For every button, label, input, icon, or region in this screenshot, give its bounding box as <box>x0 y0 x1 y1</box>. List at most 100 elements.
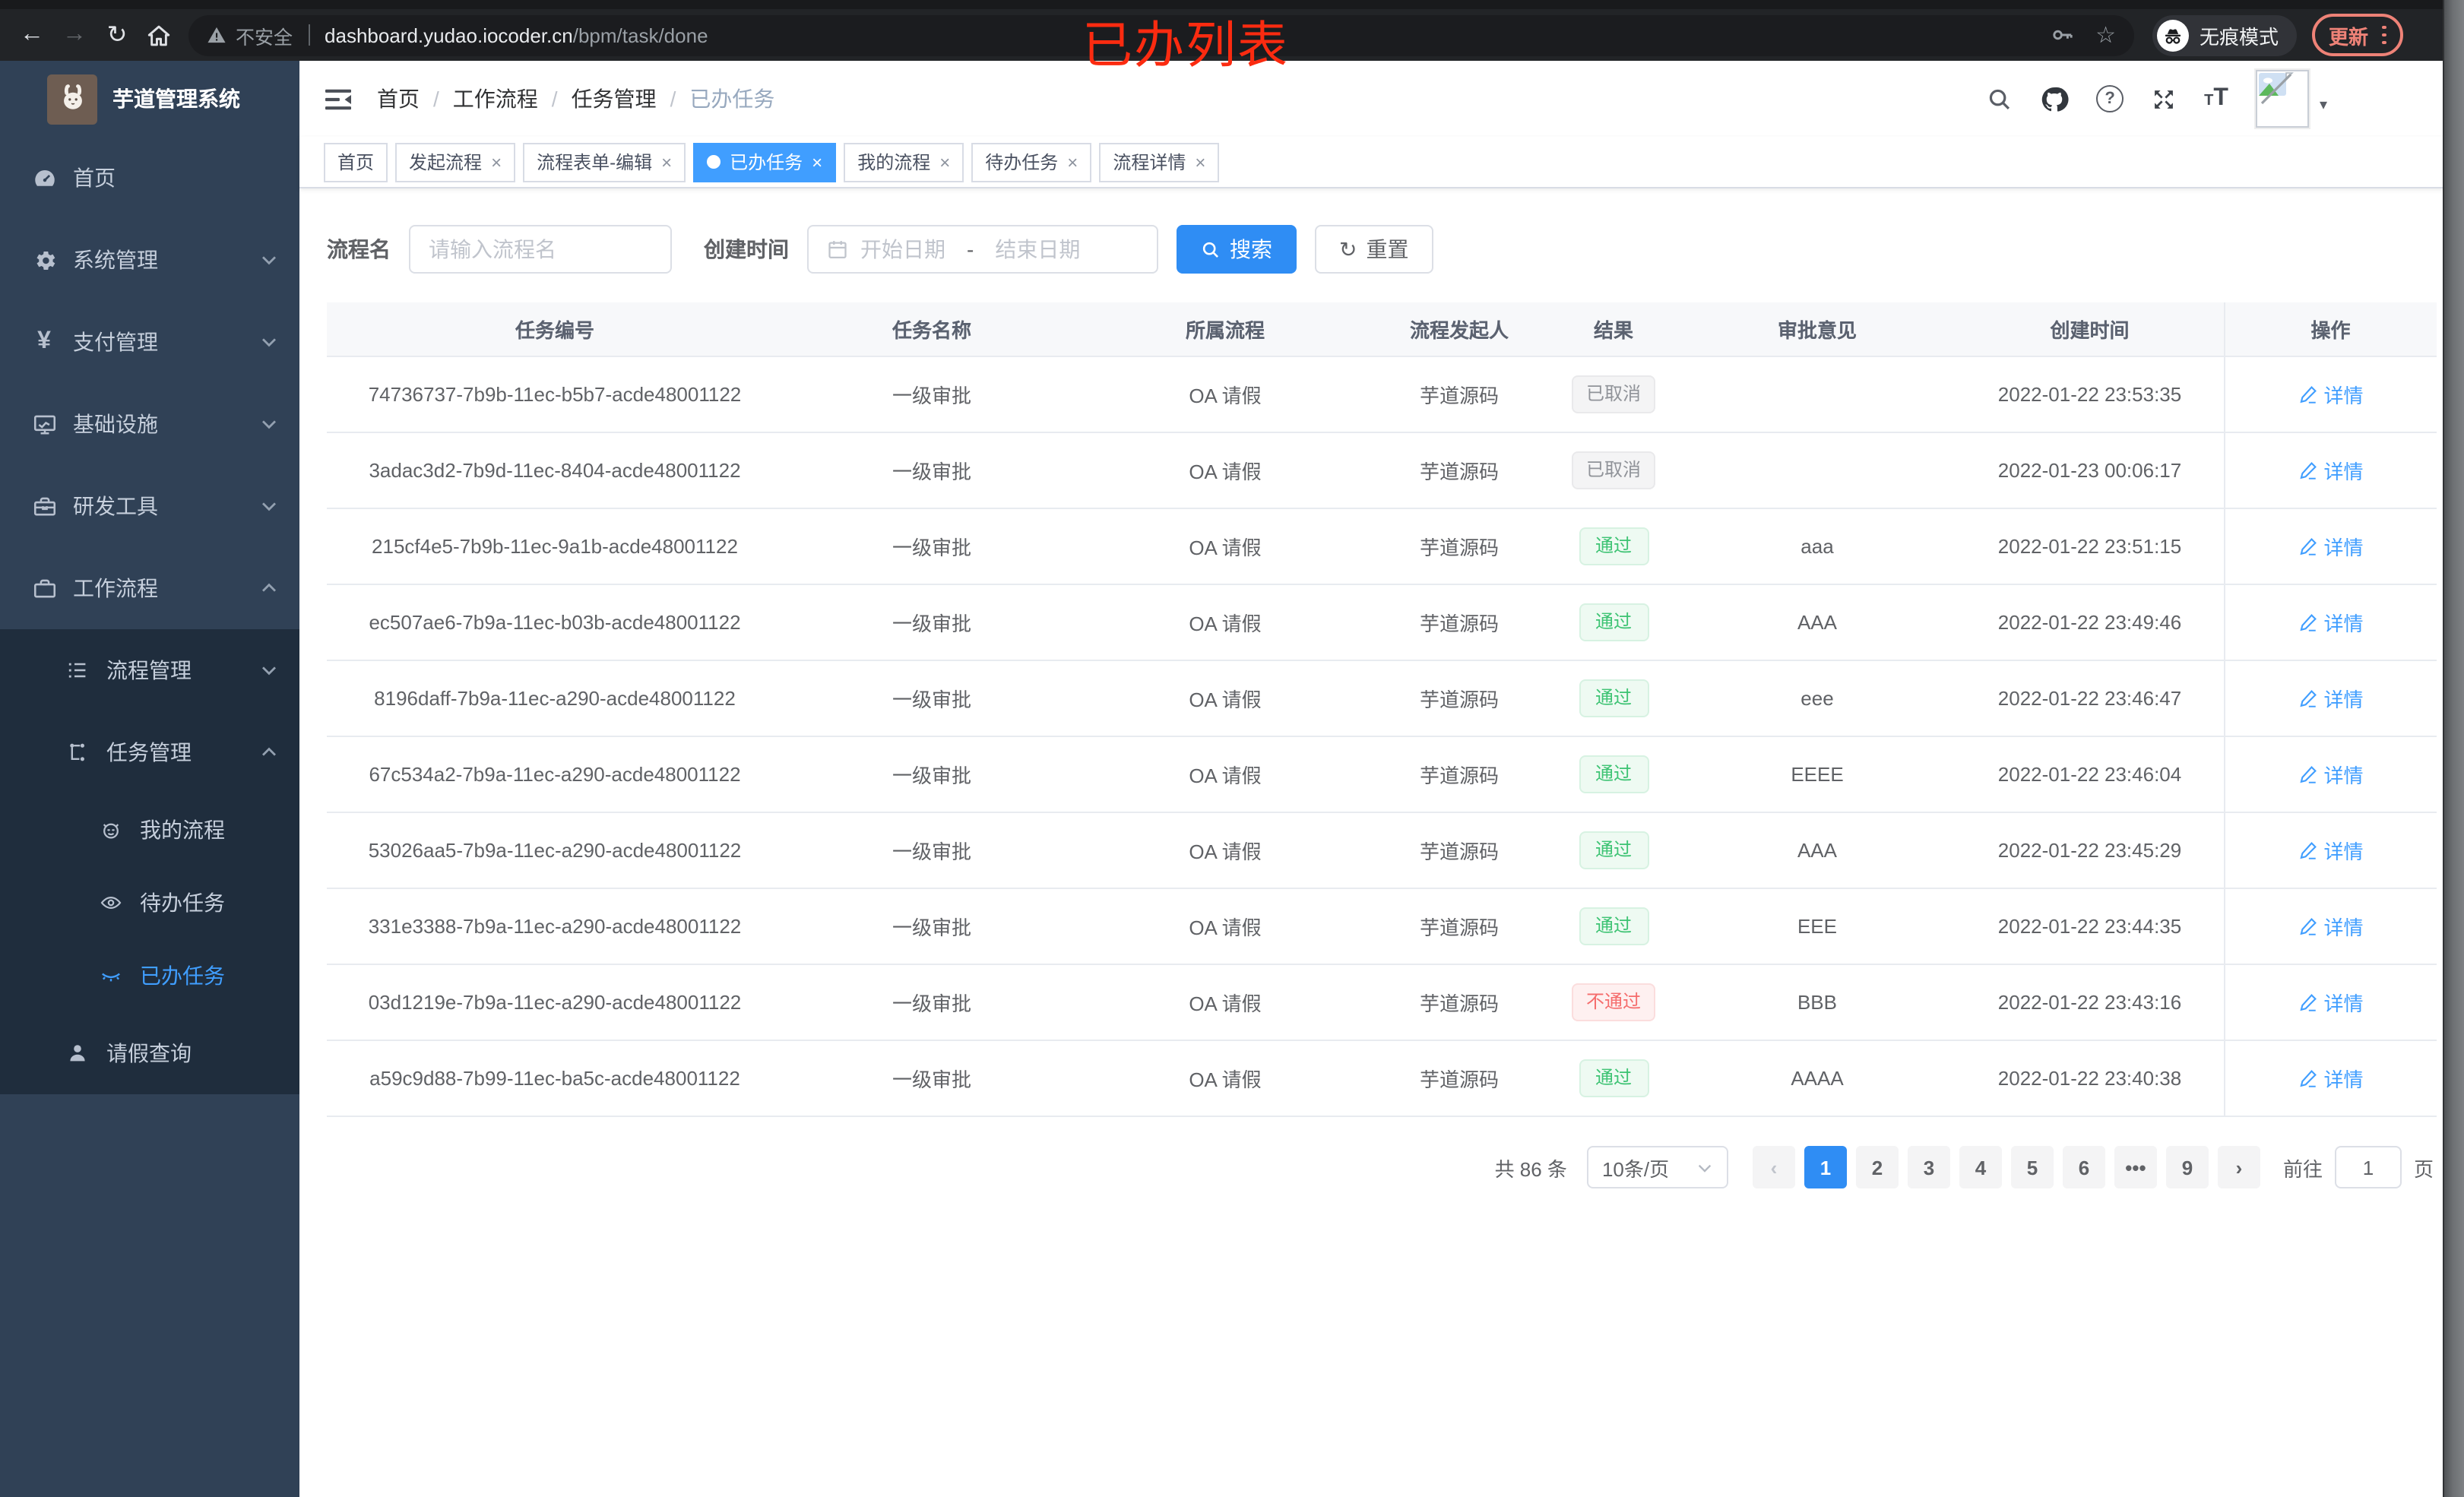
cell-created: 2022-01-22 23:44:35 <box>1956 888 2224 965</box>
cell-task-name: 一级审批 <box>783 888 1081 965</box>
detail-link[interactable]: 详情 <box>2298 532 2364 561</box>
page-button-4[interactable]: 4 <box>1959 1146 2002 1188</box>
cell-result: 通过 <box>1549 812 1678 889</box>
gear-icon <box>30 246 58 274</box>
page-button-2[interactable]: 2 <box>1855 1146 1899 1188</box>
sidebar-item-workflow[interactable]: 工作流程 <box>0 547 299 629</box>
breadcrumb-item[interactable]: 首页 <box>377 87 420 111</box>
reset-button[interactable]: ↻ 重置 <box>1315 225 1433 274</box>
tab-待办任务[interactable]: 待办任务 × <box>971 142 1092 182</box>
reset-button-label: 重置 <box>1366 237 1409 261</box>
tab-close-icon[interactable]: × <box>812 151 823 172</box>
sidebar-item-task-mgmt[interactable]: 任务管理 <box>0 711 299 793</box>
sidebar-item-payment[interactable]: ¥ 支付管理 <box>0 301 299 383</box>
logo[interactable]: 芋道管理系统 <box>0 61 299 137</box>
tab-我的流程[interactable]: 我的流程 × <box>844 142 964 182</box>
sidebar-item-process-mgmt[interactable]: 流程管理 <box>0 629 299 711</box>
prev-page-button[interactable]: ‹ <box>1752 1146 1795 1188</box>
app-title: 芋道管理系统 <box>112 87 240 111</box>
browser-menu-icon[interactable] <box>2382 25 2386 45</box>
tab-发起流程[interactable]: 发起流程 × <box>395 142 516 182</box>
fold-menu-icon[interactable] <box>324 86 353 112</box>
detail-link[interactable]: 详情 <box>2298 988 2364 1017</box>
browser-update-button[interactable]: 更新 <box>2312 14 2403 56</box>
tab-label: 已办任务 <box>730 152 803 173</box>
cell-result: 通过 <box>1549 1040 1678 1117</box>
avatar-menu[interactable]: ▾ <box>2255 70 2327 128</box>
cell-task-name: 一级审批 <box>783 812 1081 889</box>
page-button-9[interactable]: 9 <box>2165 1146 2209 1188</box>
key-icon[interactable] <box>2050 23 2074 47</box>
tab-流程表单-编辑[interactable]: 流程表单-编辑 × <box>523 142 686 182</box>
forward-icon[interactable]: → <box>62 21 87 47</box>
breadcrumb-item[interactable]: 工作流程 <box>452 87 538 111</box>
page-ellipsis-button[interactable]: ••• <box>2114 1146 2157 1188</box>
page-size-select[interactable]: 10条/页 <box>1586 1146 1728 1188</box>
back-icon[interactable]: ← <box>20 21 44 47</box>
cell-action: 详情 <box>2223 964 2437 1041</box>
result-badge: 已取消 <box>1572 451 1655 489</box>
sidebar-item-label: 请假查询 <box>106 1041 192 1065</box>
search-button[interactable]: 搜索 <box>1177 225 1297 274</box>
tab-close-icon[interactable]: × <box>491 151 502 172</box>
sidebar-item-home[interactable]: 首页 <box>0 137 299 219</box>
tab-label: 首页 <box>337 152 375 173</box>
window-scrollbar[interactable] <box>2443 0 2464 1497</box>
breadcrumb-item[interactable]: 任务管理 <box>571 87 657 111</box>
detail-link[interactable]: 详情 <box>2298 912 2364 941</box>
detail-link[interactable]: 详情 <box>2298 456 2364 485</box>
bookmark-star-icon[interactable]: ☆ <box>2095 23 2116 49</box>
sidebar-item-devtools[interactable]: 研发工具 <box>0 465 299 547</box>
detail-link-label: 详情 <box>2323 688 2364 711</box>
page-button-1[interactable]: 1 <box>1804 1146 1847 1188</box>
tab-close-icon[interactable]: × <box>939 151 951 172</box>
tab-已办任务[interactable]: 已办任务 × <box>693 142 837 182</box>
table-row: 3adac3d2-7b9d-11ec-8404-acde48001122 一级审批… <box>327 432 2437 509</box>
detail-link[interactable]: 详情 <box>2298 380 2364 409</box>
goto-page-input[interactable]: 1 <box>2334 1146 2402 1188</box>
sidebar-item-todo-tasks[interactable]: 待办任务 <box>0 866 299 939</box>
github-icon[interactable] <box>2040 84 2069 113</box>
result-badge: 通过 <box>1579 527 1648 565</box>
detail-link[interactable]: 详情 <box>2298 608 2364 637</box>
tab-close-icon[interactable]: × <box>1067 151 1078 172</box>
tab-close-icon[interactable]: × <box>661 151 673 172</box>
detail-link[interactable]: 详情 <box>2298 684 2364 713</box>
detail-link-label: 详情 <box>2323 1068 2364 1091</box>
help-icon[interactable]: ? <box>2096 85 2124 112</box>
col-header-process: 所属流程 <box>1081 302 1370 357</box>
cell-process: OA 请假 <box>1081 964 1370 1041</box>
page-button-3[interactable]: 3 <box>1907 1146 1950 1188</box>
cell-result: 通过 <box>1549 584 1678 661</box>
sidebar-item-infra[interactable]: 基础设施 <box>0 383 299 465</box>
cell-starter: 芋道源码 <box>1370 584 1549 661</box>
page-button-5[interactable]: 5 <box>2010 1146 2054 1188</box>
cell-created: 2022-01-23 00:06:17 <box>1956 432 2224 509</box>
sidebar-item-leave-query[interactable]: 请假查询 <box>0 1012 299 1094</box>
table-row: 331e3388-7b9a-11ec-a290-acde48001122 一级审批… <box>327 888 2437 965</box>
search-icon[interactable] <box>1987 86 2013 112</box>
cell-task-id: 74736737-7b9b-11ec-b5b7-acde48001122 <box>327 356 783 433</box>
detail-link[interactable]: 详情 <box>2298 836 2364 865</box>
reload-icon[interactable]: ↻ <box>106 23 128 49</box>
detail-link[interactable]: 详情 <box>2298 760 2364 789</box>
next-page-button[interactable]: › <box>2217 1146 2260 1188</box>
fullscreen-icon[interactable] <box>2151 86 2177 112</box>
sidebar-item-done-tasks[interactable]: 已办任务 <box>0 939 299 1012</box>
sidebar-item-system[interactable]: 系统管理 <box>0 219 299 301</box>
process-name-input[interactable]: 请输入流程名 <box>409 225 672 274</box>
tab-首页[interactable]: 首页 <box>324 142 388 182</box>
home-icon[interactable] <box>146 22 173 48</box>
detail-link[interactable]: 详情 <box>2298 1064 2364 1093</box>
create-time-range-picker[interactable]: 开始日期 - 结束日期 <box>807 225 1158 274</box>
sidebar-item-my-process[interactable]: 我的流程 <box>0 793 299 866</box>
tab-close-icon[interactable]: × <box>1195 151 1206 172</box>
cell-comment: AAAA <box>1678 1040 1956 1117</box>
chevron-down-icon <box>260 497 278 515</box>
page-button-6[interactable]: 6 <box>2062 1146 2105 1188</box>
tab-label: 我的流程 <box>857 152 931 173</box>
tab-流程详情[interactable]: 流程详情 × <box>1099 142 1220 182</box>
address-bar[interactable]: 不安全 dashboard.yudao.iocoder.cn/bpm/task/… <box>188 14 2134 55</box>
